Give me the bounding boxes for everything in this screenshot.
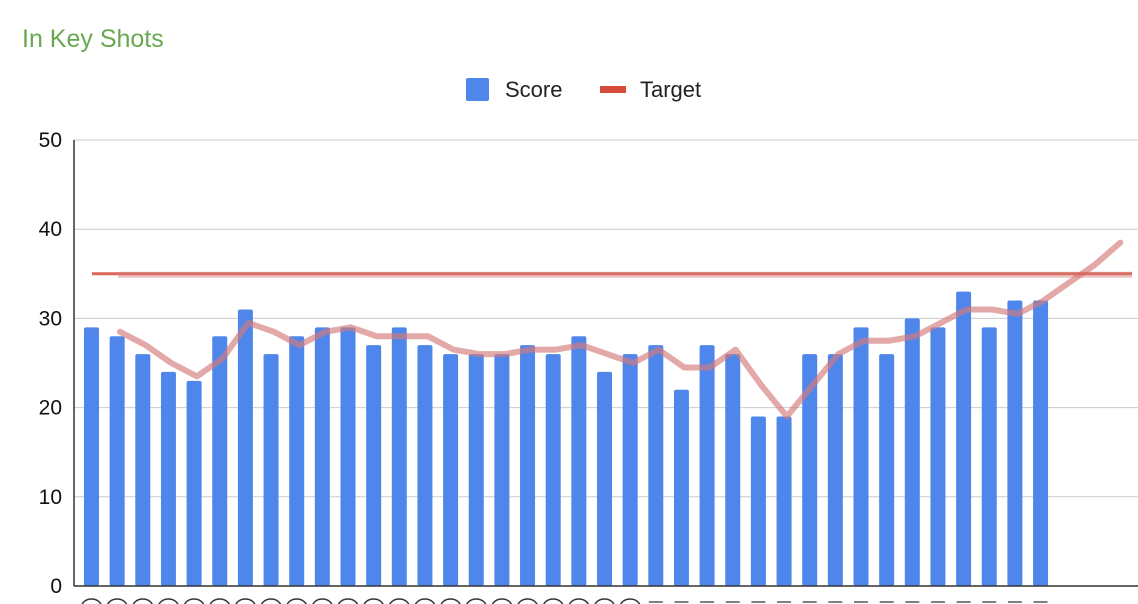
score-bars <box>84 291 1049 586</box>
chart-legend: Score Target <box>466 77 701 102</box>
x-tick-mark <box>260 598 282 604</box>
score-bar <box>109 336 125 586</box>
score-bar <box>930 327 946 586</box>
x-tick-mark <box>363 598 384 604</box>
score-bar <box>776 416 792 586</box>
trend-line <box>117 239 1124 420</box>
score-bar <box>597 371 612 586</box>
x-tick-mark <box>568 598 589 604</box>
score-bar <box>956 291 972 586</box>
score-bar <box>981 327 997 586</box>
x-tick-mark <box>184 598 205 604</box>
target-line <box>92 271 1132 278</box>
x-tick-mark <box>620 598 641 604</box>
score-bar <box>494 354 510 586</box>
score-bar <box>391 327 407 586</box>
score-bar <box>263 354 279 586</box>
score-bar <box>904 318 920 586</box>
legend-target-label: Target <box>640 77 701 102</box>
x-tick-mark <box>389 598 410 604</box>
score-bar <box>314 327 330 586</box>
score-bar <box>622 354 638 586</box>
score-bar <box>545 354 561 586</box>
score-bar <box>443 354 459 586</box>
x-tick-mark <box>312 598 333 604</box>
x-tick-mark <box>209 598 230 604</box>
y-tick-label: 30 <box>39 307 62 330</box>
score-bar <box>468 354 484 586</box>
score-bar <box>879 354 895 586</box>
y-axis-ticks: 0 10 20 30 40 50 <box>39 129 62 598</box>
score-bar <box>237 309 253 586</box>
score-bar <box>289 336 305 586</box>
chart-title: In Key Shots <box>22 25 164 53</box>
x-axis-ticks <box>81 598 1048 604</box>
score-bar <box>1007 300 1023 586</box>
x-tick-mark <box>517 598 538 604</box>
score-bar <box>1033 300 1049 586</box>
x-tick-mark <box>466 598 487 604</box>
x-tick-mark <box>594 598 615 604</box>
x-tick-mark <box>491 598 512 604</box>
legend-score-swatch <box>466 78 489 101</box>
score-bar <box>673 389 689 586</box>
score-bar <box>827 354 843 586</box>
legend-score-label: Score <box>505 77 562 102</box>
y-tick-label: 0 <box>50 575 62 598</box>
y-tick-label: 50 <box>39 129 62 152</box>
y-tick-label: 20 <box>39 397 62 420</box>
score-bar <box>520 345 536 586</box>
score-bar <box>160 371 176 586</box>
x-tick-mark <box>132 598 153 604</box>
x-tick-mark <box>543 598 564 604</box>
x-tick-mark <box>440 598 461 604</box>
score-bar <box>648 345 664 586</box>
score-bar <box>699 345 715 586</box>
score-bar <box>853 327 869 586</box>
x-tick-mark <box>286 598 307 604</box>
legend-target-swatch <box>600 86 626 93</box>
x-tick-mark <box>107 598 128 604</box>
y-tick-label: 40 <box>39 218 62 241</box>
score-bar <box>186 380 202 586</box>
y-tick-label: 10 <box>39 486 62 509</box>
score-bar <box>135 354 151 586</box>
score-bar <box>212 336 228 586</box>
score-bar <box>340 327 356 586</box>
score-bar <box>84 327 99 586</box>
trend-line-path <box>117 239 1124 420</box>
score-bar <box>725 354 741 586</box>
score-bar <box>802 354 818 586</box>
x-tick-mark <box>235 598 256 604</box>
x-tick-mark <box>158 598 179 604</box>
score-bar <box>750 416 766 586</box>
axes <box>73 140 1138 587</box>
score-bar <box>571 336 587 586</box>
x-tick-mark <box>337 598 359 604</box>
x-tick-mark <box>81 598 102 604</box>
score-bar <box>366 345 382 586</box>
score-bar <box>417 345 433 586</box>
x-tick-mark <box>414 598 436 604</box>
